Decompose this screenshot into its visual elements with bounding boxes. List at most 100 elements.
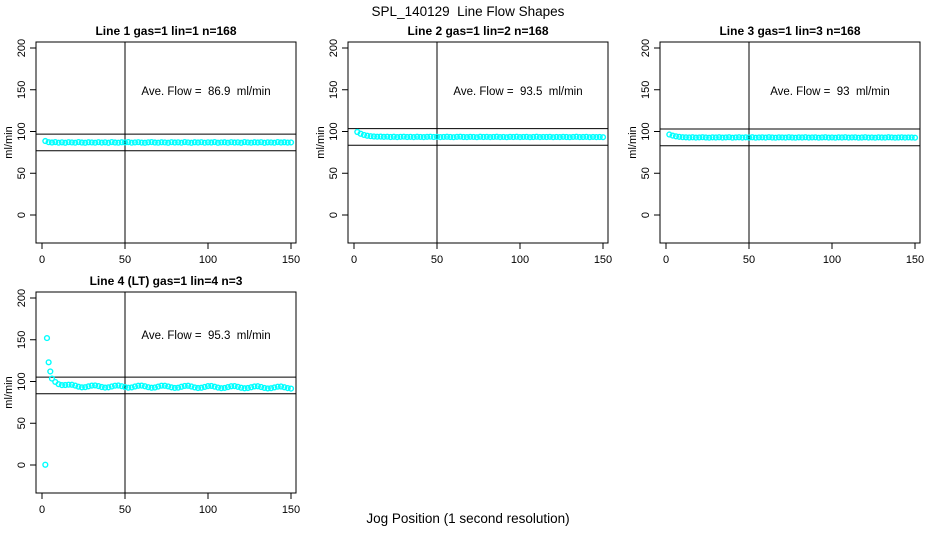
flow-data-point <box>599 134 607 141</box>
y-axis-unit-label: ml/min <box>3 376 15 408</box>
flow-data-point <box>248 384 255 391</box>
flow-data-point <box>224 139 232 146</box>
flow-data-point <box>496 133 504 141</box>
flow-data-point <box>251 139 258 146</box>
flow-data-point <box>42 137 49 145</box>
flow-data-point <box>241 139 248 146</box>
flow-data-point <box>848 134 856 141</box>
flow-data-point <box>131 139 139 146</box>
flow-data-point <box>503 134 510 141</box>
flow-data-point <box>573 133 580 140</box>
flow-data-point <box>148 384 155 391</box>
flow-data-point <box>92 139 99 146</box>
flow-data-point <box>480 133 487 141</box>
flow-data-point <box>443 133 451 140</box>
flow-data-point <box>546 133 553 140</box>
flow-data-point <box>563 133 570 141</box>
flow-data-point <box>145 139 152 146</box>
data-points <box>354 128 607 141</box>
flow-data-point <box>238 384 245 391</box>
x-axis-label: Jog Position (1 second resolution) <box>366 511 570 526</box>
flow-data-point <box>749 134 756 141</box>
y-tick-label: 200 <box>16 289 28 307</box>
flow-data-point <box>413 133 421 140</box>
y-axis-unit-label: ml/min <box>3 126 15 158</box>
flow-data-point <box>111 382 119 389</box>
flow-data-point <box>543 133 550 141</box>
y-tick-label: 0 <box>328 212 340 218</box>
flow-data-point <box>765 134 773 141</box>
flow-data-point <box>360 131 368 139</box>
flow-data-point <box>423 133 431 140</box>
panel-4-title: Line 4 (LT) gas=1 lin=4 n=3 <box>89 274 243 288</box>
flow-data-point <box>92 382 99 389</box>
flow-data-point <box>184 139 192 146</box>
panel-2-plot: 0 50 100 150 0 50 100 150 200 ml/min <box>315 39 612 266</box>
flow-data-point <box>666 131 673 138</box>
flow-data-point <box>125 139 132 146</box>
flow-data-point <box>822 134 829 141</box>
flow-data-point <box>410 133 417 141</box>
flow-data-point <box>55 381 62 388</box>
flow-data-point <box>165 139 172 146</box>
flow-data-point <box>808 134 816 141</box>
flow-data-point <box>121 383 129 391</box>
flow-data-point <box>198 384 205 391</box>
panel-1-plot: 0 50 100 150 0 50 100 150 200 ml/min <box>3 39 300 266</box>
flow-data-point <box>148 139 155 146</box>
flow-data-point <box>905 134 912 141</box>
flow-data-point <box>735 134 743 141</box>
flow-data-point <box>194 139 202 146</box>
flow-data-point <box>888 134 895 141</box>
flow-data-point <box>838 134 846 141</box>
flow-data-point <box>178 383 185 390</box>
flow-data-point <box>772 134 779 141</box>
flow-data-point <box>779 134 786 141</box>
flow-data-point <box>175 384 182 391</box>
flow-data-point <box>277 139 285 146</box>
flow-data-point <box>775 134 782 141</box>
panel-4-plot: 0 50 100 150 0 50 100 150 200 ml/min <box>3 289 300 516</box>
flow-data-point <box>430 133 437 141</box>
flow-data-point <box>420 133 427 141</box>
flow-data-point <box>151 139 158 146</box>
flow-data-point <box>95 382 102 390</box>
flow-data-point <box>672 133 680 140</box>
flow-data-point <box>254 383 261 390</box>
flow-data-point <box>516 133 524 141</box>
flow-data-point <box>828 134 836 141</box>
flow-data-point <box>520 133 527 141</box>
y-tick-label: 200 <box>640 39 652 57</box>
flow-data-point <box>155 139 162 146</box>
flow-data-point <box>437 133 444 141</box>
flow-data-point <box>799 134 806 141</box>
flow-data-point <box>722 134 729 141</box>
y-tick-label: 100 <box>16 372 28 390</box>
flow-data-point <box>789 134 796 141</box>
y-tick-label: 150 <box>16 81 28 99</box>
flow-data-point <box>699 134 706 141</box>
flow-data-point <box>115 382 122 389</box>
flow-data-point <box>218 139 225 146</box>
flow-data-point <box>135 139 142 146</box>
flow-data-point <box>500 133 507 141</box>
flow-data-point <box>62 381 69 389</box>
flow-data-point <box>271 384 278 391</box>
flow-data-point <box>908 134 915 141</box>
flow-data-point <box>52 139 59 146</box>
flow-data-point <box>725 134 733 141</box>
panel-1-title: Line 1 gas=1 lin=1 n=168 <box>95 24 237 38</box>
flow-data-point <box>277 383 285 390</box>
flow-data-point <box>287 385 295 392</box>
main-title: SPL_140129 Line Flow Shapes <box>371 4 565 19</box>
flow-data-point <box>244 384 251 392</box>
flow-data-point <box>128 139 135 146</box>
flow-data-point <box>264 139 271 146</box>
flow-data-point <box>447 133 454 141</box>
panel-3-ave-flow-annotation: Ave. Flow = 93 ml/min <box>770 86 890 98</box>
flow-data-point <box>483 133 490 140</box>
flow-data-point <box>490 133 497 141</box>
flow-data-point <box>510 133 517 141</box>
flow-data-point <box>48 139 56 146</box>
